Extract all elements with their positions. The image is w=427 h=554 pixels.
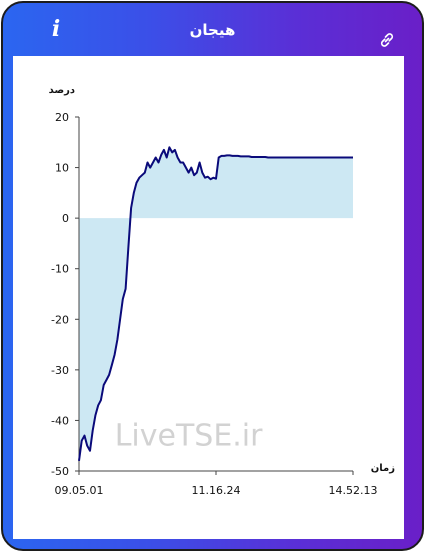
link-icon[interactable]	[378, 31, 396, 49]
y-tick-label: -30	[51, 364, 69, 377]
header-bar: i هیجان	[3, 3, 422, 57]
y-tick-label: -50	[51, 465, 69, 478]
watermark: LiveTSE.ir	[115, 419, 263, 454]
y-tick-label: -40	[51, 414, 69, 427]
y-tick-label: -10	[51, 263, 69, 276]
x-tick-label: 14.52.13	[329, 484, 378, 497]
emotion-chart: LiveTSE.ir 20 10 0 -10 -20 -30 -40 -50 09.05.01 11…	[49, 85, 396, 497]
series-area-fill	[79, 147, 353, 461]
info-icon[interactable]: i	[51, 16, 61, 42]
page-title: هیجان	[189, 21, 236, 39]
chart-panel: LiveTSE.ir 20 10 0 -10 -20 -30 -40 -50 09.05.01 11…	[13, 56, 404, 539]
y-tick-label: 10	[55, 162, 69, 175]
x-tick-label: 11.16.24	[192, 484, 241, 497]
x-axis-title: زمان	[371, 463, 395, 474]
series-line	[78, 146, 353, 462]
y-tick-label: -20	[51, 313, 69, 326]
x-tick-label: 09.05.01	[55, 484, 104, 497]
y-tick-label: 0	[62, 212, 69, 225]
y-tick-label: 20	[55, 111, 69, 124]
y-axis-title: درصد	[49, 85, 75, 96]
